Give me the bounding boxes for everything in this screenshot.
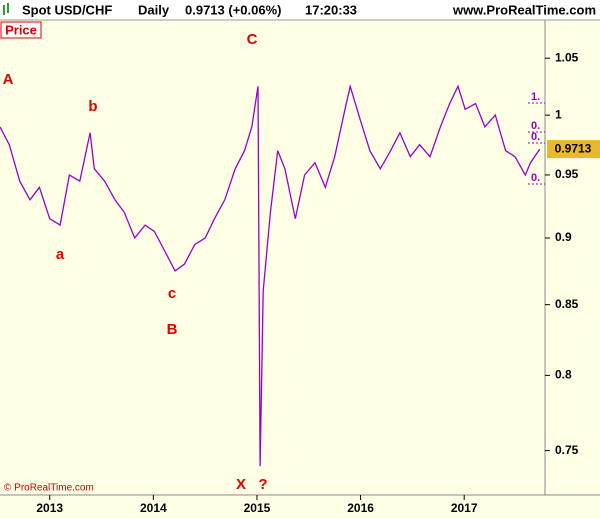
wave-label: X (236, 476, 246, 493)
y-tick-label: 1 (555, 107, 562, 121)
wave-label: B (167, 321, 178, 338)
y-tick-label: 0.8 (555, 368, 572, 382)
fib-label: 1. (531, 91, 540, 103)
fib-label: 0. (531, 131, 540, 143)
last-price-label: 0.9713 (555, 141, 592, 155)
x-tick-label: 2013 (36, 501, 63, 515)
copyright: © ProRealTime.com (4, 483, 94, 494)
wave-label: c (168, 285, 176, 302)
interval: Daily (138, 2, 170, 17)
y-tick-label: 0.75 (555, 443, 579, 457)
fib-label: 0. (531, 172, 540, 184)
price-line (0, 83, 541, 467)
wave-label: ? (258, 476, 267, 493)
x-tick-label: 2014 (140, 501, 167, 515)
y-tick-label: 1.05 (555, 50, 579, 64)
header-bar (0, 0, 600, 20)
icon (7, 3, 9, 13)
x-tick-label: 2015 (244, 501, 271, 515)
time: 17:20:33 (305, 2, 357, 17)
y-tick-label: 0.85 (555, 297, 579, 311)
x-tick-label: 2016 (347, 501, 374, 515)
wave-label: b (88, 98, 97, 115)
wave-label: a (56, 246, 65, 263)
icon (3, 5, 5, 15)
panel-label: Price (5, 22, 37, 37)
last-price-box (547, 140, 600, 159)
quote: 0.9713 (+0.06%) (185, 2, 281, 17)
instrument: Spot USD/CHF (22, 2, 112, 17)
y-tick-label: 0.9 (555, 230, 572, 244)
wave-label: A (3, 71, 14, 88)
fib-label: 0. (531, 120, 540, 132)
site: www.ProRealTime.com (452, 2, 596, 17)
wave-label: C (247, 31, 258, 48)
y-tick-label: 0.95 (555, 167, 579, 181)
x-tick-label: 2017 (451, 501, 478, 515)
panel-label-box (0, 21, 42, 39)
